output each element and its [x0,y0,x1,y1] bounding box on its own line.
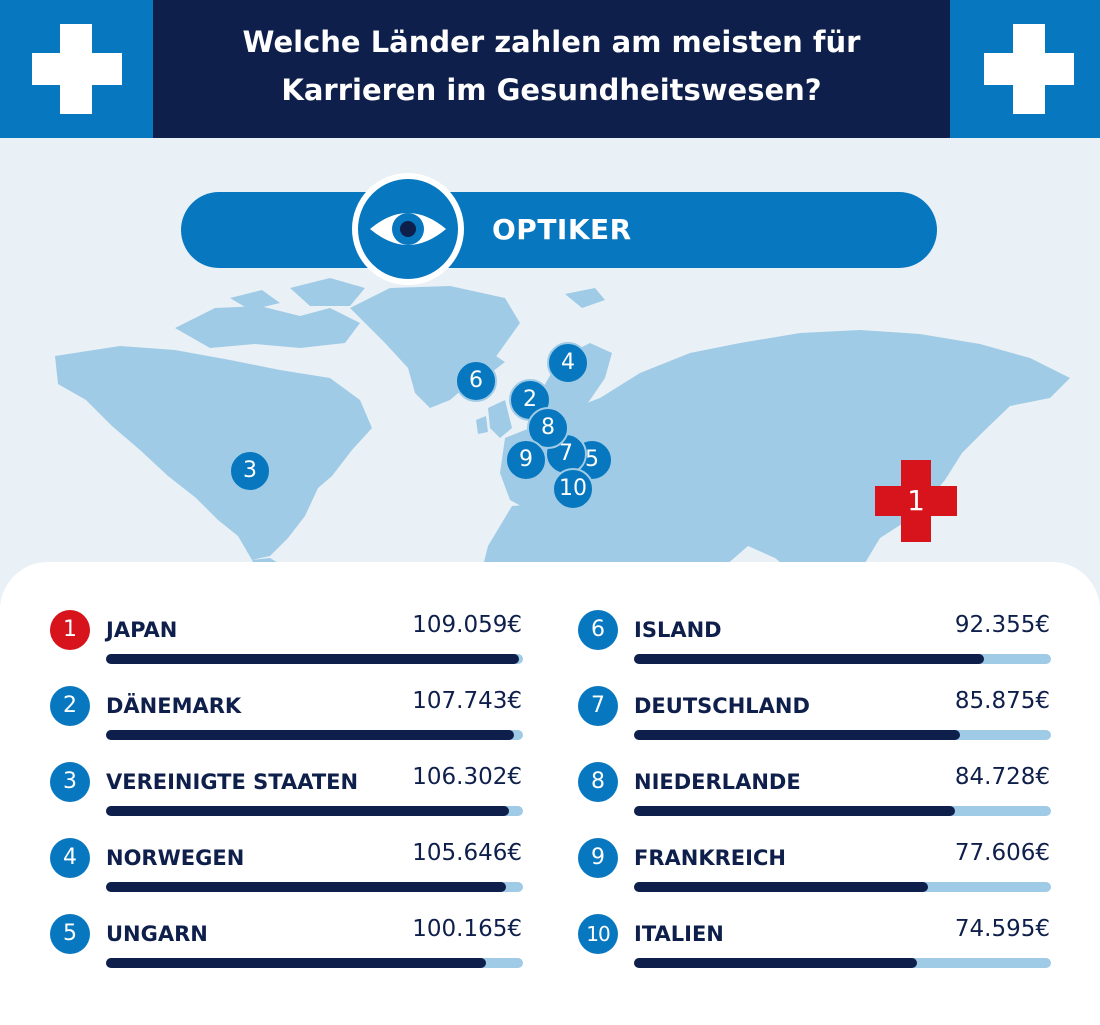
country-name: NORWEGEN [106,846,245,870]
rank-badge: 7 [578,686,618,726]
bar-track [634,958,1051,968]
rank-badge: 10 [578,914,618,954]
country-name: FRANKREICH [634,846,786,870]
rank-badge: 6 [578,610,618,650]
bar-track [106,882,523,892]
bar-fill [106,730,514,740]
salary-value: 106.302€ [412,764,522,790]
ranking-row: 3 VEREINIGTE STAATEN 106.302€ [50,762,530,822]
ranking-row: 8 NIEDERLANDE 84.728€ [578,762,1058,822]
salary-value: 85.875€ [954,688,1050,714]
page-title: Welche Länder zahlen am meisten für Karr… [153,18,950,114]
bar-fill [106,882,506,892]
rank-badge: 5 [50,914,90,954]
ranking-row: 9 FRANKREICH 77.606€ [578,838,1058,898]
rank-badge: 3 [50,762,90,802]
bar-fill [106,654,519,664]
salary-value: 107.743€ [412,688,522,714]
salary-value: 109.059€ [412,612,522,638]
ranking-row: 6 ISLAND 92.355€ [578,610,1058,670]
country-name: DÄNEMARK [106,694,242,718]
header-banner: Welche Länder zahlen am meisten für Karr… [0,0,1100,138]
ranking-row: 2 DÄNEMARK 107.743€ [50,686,530,746]
ranking-row: 7 DEUTSCHLAND 85.875€ [578,686,1058,746]
cross-box-right [950,0,1100,138]
bar-track [634,806,1051,816]
bar-track [634,730,1051,740]
bar-fill [634,882,928,892]
ranking-panel [0,562,1100,1025]
category-label: OPTIKER [492,213,632,246]
country-name: JAPAN [106,618,178,642]
map-marker: 9 [505,439,547,481]
country-name: UNGARN [106,922,208,946]
rank-badge: 2 [50,686,90,726]
ranking-row: 5 UNGARN 100.165€ [50,914,530,974]
bar-fill [634,654,984,664]
title-line-1: Welche Länder zahlen am meisten für [242,25,861,59]
bar-track [106,806,523,816]
rank-badge: 9 [578,838,618,878]
bar-fill [634,806,955,816]
eye-icon [370,213,446,245]
bar-track [106,730,523,740]
cross-box-left [0,0,153,138]
map-marker: 10 [552,468,594,510]
country-name: VEREINIGTE STAATEN [106,770,359,794]
medical-cross-icon [984,24,1074,114]
bar-track [106,654,523,664]
country-name: ITALIEN [634,922,724,946]
bar-fill [634,730,960,740]
country-name: NIEDERLANDE [634,770,801,794]
title-line-2: Karrieren im Gesundheitswesen? [281,73,822,107]
map-marker: 4 [547,342,589,384]
map-marker-label: 1 [907,484,925,517]
salary-value: 74.595€ [954,916,1050,942]
salary-value: 92.355€ [954,612,1050,638]
country-name: DEUTSCHLAND [634,694,810,718]
salary-value: 100.165€ [412,916,522,942]
ranking-row: 10 ITALIEN 74.595€ [578,914,1058,974]
salary-value: 105.646€ [412,840,522,866]
bar-fill [634,958,917,968]
map-marker: 3 [229,450,271,492]
red-cross-bar [875,486,957,516]
bar-fill [106,806,509,816]
salary-value: 77.606€ [954,840,1050,866]
ranking-row: 4 NORWEGEN 105.646€ [50,838,530,898]
category-pill [181,192,937,268]
rank-badge: 1 [50,610,90,650]
rank-badge: 8 [578,762,618,802]
bar-track [634,882,1051,892]
map-marker: 6 [455,360,497,402]
rank-badge: 4 [50,838,90,878]
country-name: ISLAND [634,618,722,642]
eye-badge [352,173,464,285]
medical-cross-icon [32,24,122,114]
salary-value: 84.728€ [954,764,1050,790]
bar-track [634,654,1051,664]
bar-track [106,958,523,968]
map-marker-red-cross: 1 [875,460,957,542]
bar-fill [106,958,486,968]
ranking-row: 1 JAPAN 109.059€ [50,610,530,670]
